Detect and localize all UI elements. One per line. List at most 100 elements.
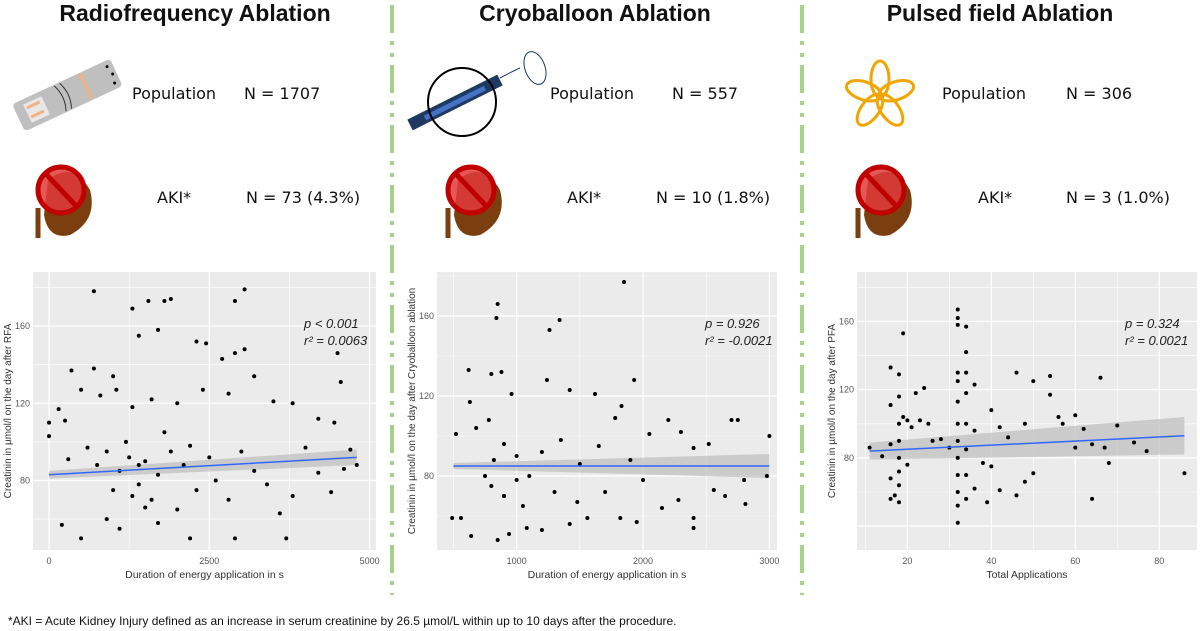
data-point [332,420,337,425]
data-point [194,488,199,493]
data-point [111,374,116,379]
data-point [495,302,500,306]
divider-right [800,5,804,595]
data-point [213,478,218,483]
population-n: N = 1707 [244,84,321,103]
data-point [985,500,990,505]
data-point [104,517,109,522]
data-point [47,420,52,425]
data-point [520,504,525,508]
data-point [143,505,148,510]
data-point [547,328,552,332]
data-point [277,511,282,516]
population-label: Population [132,84,217,103]
data-point [483,474,488,478]
data-point [220,356,225,361]
data-point [880,454,885,459]
data-point [91,289,96,294]
x-axis-label: Duration of energy application in s [528,569,687,581]
x-tick-label: 40 [986,556,996,566]
data-point [577,462,582,466]
data-point [232,298,237,303]
population-label: Population [550,84,635,103]
data-point [242,287,247,292]
data-point [474,426,479,430]
data-point [114,387,119,392]
data-point [469,534,474,538]
data-point [867,445,872,450]
data-point [1006,435,1011,440]
data-point [1115,423,1120,428]
x-tick-label: 1000 [507,556,527,566]
data-point [181,463,186,468]
data-point [955,399,960,404]
data-point [453,432,458,436]
data-point [69,368,74,373]
data-point [130,493,135,498]
data-point [628,458,633,462]
p-value-annotation: p = 0.324 [1124,316,1180,331]
pfa-flower-catheter-icon [844,59,916,127]
data-point [888,403,893,408]
aki-label: AKI* [157,188,192,207]
data-point [539,450,544,454]
data-point [659,506,664,510]
data-point [888,496,893,501]
y-axis-label: Creatinin in µmol/l on the day after PFA [827,324,838,499]
data-point [79,387,84,392]
data-point [678,430,683,434]
data-point [964,370,969,375]
data-point [603,490,608,494]
population-label: Population [942,84,1027,103]
data-point [955,307,960,312]
data-point [47,434,52,439]
data-point [85,445,90,450]
x-tick-label: 2000 [633,556,653,566]
data-point [486,418,491,422]
data-point [647,432,652,436]
cryoballoon-icon [407,51,547,137]
data-point [764,474,769,478]
data-point [271,399,276,404]
data-point [66,457,71,462]
footnote: *AKI = Acute Kidney Injury defined as an… [8,614,677,628]
data-point [567,388,572,392]
kidney-aki-icon [445,164,502,238]
data-point [149,497,154,502]
data-point [168,297,173,302]
data-point [284,536,289,541]
y-tick-label: 120 [839,385,854,395]
data-point [997,488,1002,493]
data-point [767,434,772,438]
data-point [896,438,901,443]
data-point [622,280,627,284]
data-point [501,494,506,498]
y-axis-label: Creatinin in µmol/l on the day after Cry… [407,288,418,534]
data-point [341,466,346,471]
y-tick-label: 120 [15,398,30,408]
data-point [226,391,231,396]
plot-panel [33,272,376,550]
data-point [634,520,639,524]
aki-label: AKI* [978,188,1013,207]
data-point [575,500,580,504]
data-point [955,421,960,426]
data-point [552,490,557,494]
scatter-plot-cryo: 1000 2000 3000 80 120 160 Duration of energy a… [407,272,779,581]
data-point [955,438,960,443]
data-point [901,331,906,336]
data-point [335,351,340,356]
data-point [1031,471,1036,476]
r-squared-annotation: r² = -0.0021 [705,333,773,348]
data-point [930,438,935,443]
data-point [239,449,244,454]
data-point [989,464,994,469]
divider-left [390,5,394,595]
data-point [507,532,512,536]
data-point [735,418,740,422]
data-point [955,490,960,495]
data-point [955,316,960,321]
data-point [666,418,671,422]
data-point [955,379,960,384]
data-point [558,438,563,442]
